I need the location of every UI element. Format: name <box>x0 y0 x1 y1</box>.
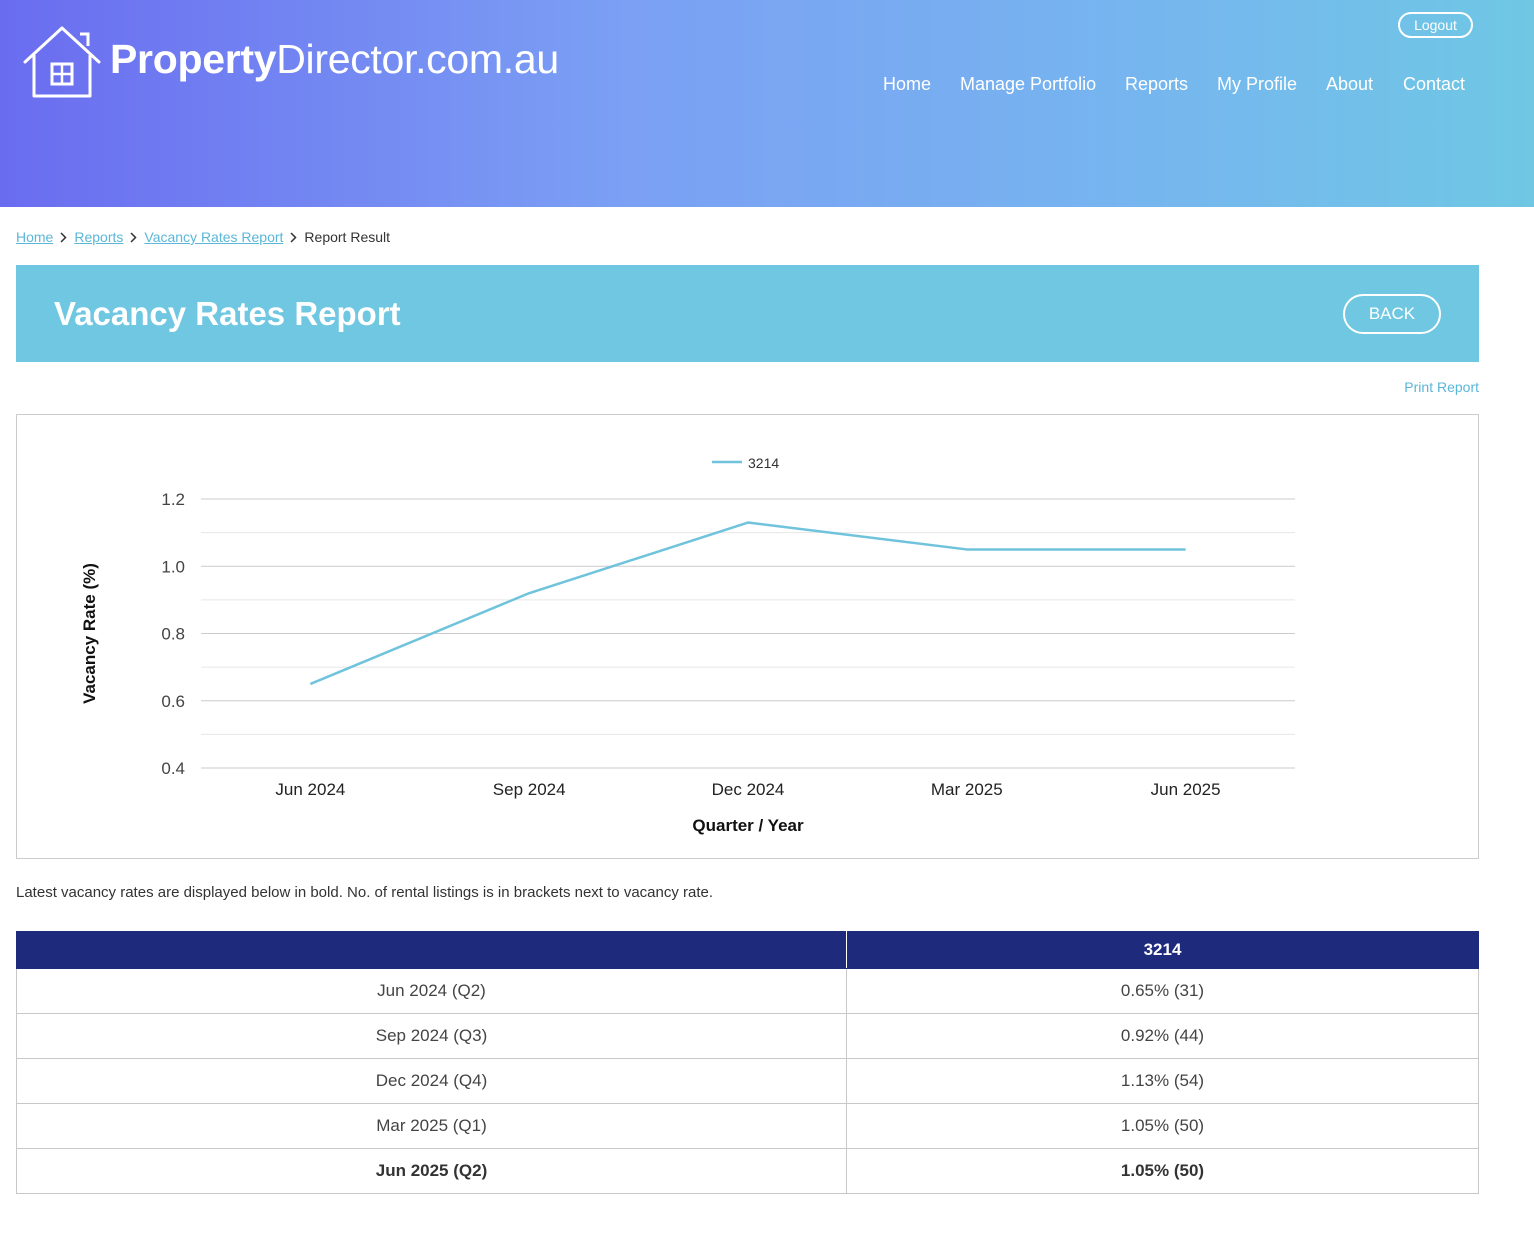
x-tick-label: Sep 2024 <box>493 780 566 799</box>
legend-label: 3214 <box>748 455 779 471</box>
y-axis-title: Vacancy Rate (%) <box>80 563 99 704</box>
vacancy-chart: 0.4 0.6 0.8 1.0 1.2 Jun 2024 Sep 2024 Dec 2024 M… <box>16 414 1479 859</box>
table-cell-period: Mar 2025 (Q1) <box>16 1103 847 1149</box>
table-cell-value: 0.92% (44) <box>846 1013 1479 1059</box>
nav-home[interactable]: Home <box>883 74 932 94</box>
nav-my-profile[interactable]: My Profile <box>1217 74 1298 94</box>
x-tick-label: Jun 2024 <box>275 780 345 799</box>
nav-about[interactable]: About <box>1326 74 1374 94</box>
breadcrumb-reports[interactable]: Reports <box>74 229 124 245</box>
x-tick-label: Mar 2025 <box>931 780 1003 799</box>
site-logo[interactable]: PropertyDirector.com.au <box>22 24 559 100</box>
breadcrumb: Home Reports Vacancy Rates Report Report… <box>16 229 390 245</box>
table-row-latest: Jun 2025 (Q2) 1.05% (50) <box>16 1148 1479 1194</box>
nav-manage-portfolio[interactable]: Manage Portfolio <box>960 74 1097 94</box>
nav-reports[interactable]: Reports <box>1125 74 1189 94</box>
x-axis-title: Quarter / Year <box>692 816 804 835</box>
table-row: Sep 2024 (Q3) 0.92% (44) <box>16 1013 1479 1059</box>
x-tick-label: Dec 2024 <box>712 780 785 799</box>
table-cell-value: 0.65% (31) <box>846 968 1479 1014</box>
chevron-right-icon <box>130 231 137 243</box>
logo-text: PropertyDirector.com.au <box>110 35 559 82</box>
report-note: Latest vacancy rates are displayed below… <box>16 884 714 901</box>
data-point <box>745 520 751 526</box>
logo-text-light: Director.com.au <box>276 35 559 82</box>
vacancy-chart-svg: 0.4 0.6 0.8 1.0 1.2 Jun 2024 Sep 2024 Dec 2024 M… <box>80 455 1295 835</box>
y-tick-label: 1.0 <box>161 557 185 576</box>
breadcrumb-vacancy-rates-report[interactable]: Vacancy Rates Report <box>144 229 284 245</box>
data-point <box>307 681 313 687</box>
table-cell-period: Dec 2024 (Q4) <box>16 1058 847 1104</box>
logout-button[interactable]: Logout <box>1398 12 1473 38</box>
table-header-row: 3214 <box>16 931 1479 969</box>
data-point <box>526 590 532 596</box>
table-cell-period: Jun 2025 (Q2) <box>16 1148 847 1194</box>
table-header-postcode: 3214 <box>846 931 1479 969</box>
table-row: Jun 2024 (Q2) 0.65% (31) <box>16 968 1479 1014</box>
table-cell-period: Jun 2024 (Q2) <box>16 968 847 1014</box>
breadcrumb-current: Report Result <box>304 229 391 245</box>
back-button[interactable]: BACK <box>1343 294 1441 334</box>
print-report-link[interactable]: Print Report <box>1404 379 1479 395</box>
chevron-right-icon <box>290 231 297 243</box>
table-cell-value: 1.05% (50) <box>846 1103 1479 1149</box>
data-point <box>964 546 970 552</box>
site-header: PropertyDirector.com.au Logout Home Mana… <box>0 0 1534 207</box>
y-tick-label: 0.4 <box>161 759 185 778</box>
table-row: Dec 2024 (Q4) 1.13% (54) <box>16 1058 1479 1104</box>
y-tick-label: 1.2 <box>161 490 185 509</box>
x-tick-label: Jun 2025 <box>1151 780 1221 799</box>
table-cell-value: 1.13% (54) <box>846 1058 1479 1104</box>
nav-contact[interactable]: Contact <box>1403 74 1466 94</box>
table-header-period <box>16 931 847 969</box>
table-cell-value: 1.05% (50) <box>846 1148 1479 1194</box>
house-window-icon <box>23 26 101 98</box>
vacancy-table: 3214 Jun 2024 (Q2) 0.65% (31) Sep 2024 (… <box>16 931 1479 1194</box>
data-point <box>1183 546 1189 552</box>
table-cell-period: Sep 2024 (Q3) <box>16 1013 847 1059</box>
page-title: Vacancy Rates Report <box>54 295 401 332</box>
series-line <box>309 521 1186 686</box>
table-row: Mar 2025 (Q1) 1.05% (50) <box>16 1103 1479 1149</box>
y-tick-label: 0.6 <box>161 692 185 711</box>
chevron-right-icon <box>60 231 67 243</box>
breadcrumb-home[interactable]: Home <box>16 229 54 245</box>
report-title-banner: Vacancy Rates Report BACK <box>16 265 1479 362</box>
y-tick-label: 0.8 <box>161 625 185 644</box>
logo-text-bold: Property <box>110 35 277 82</box>
